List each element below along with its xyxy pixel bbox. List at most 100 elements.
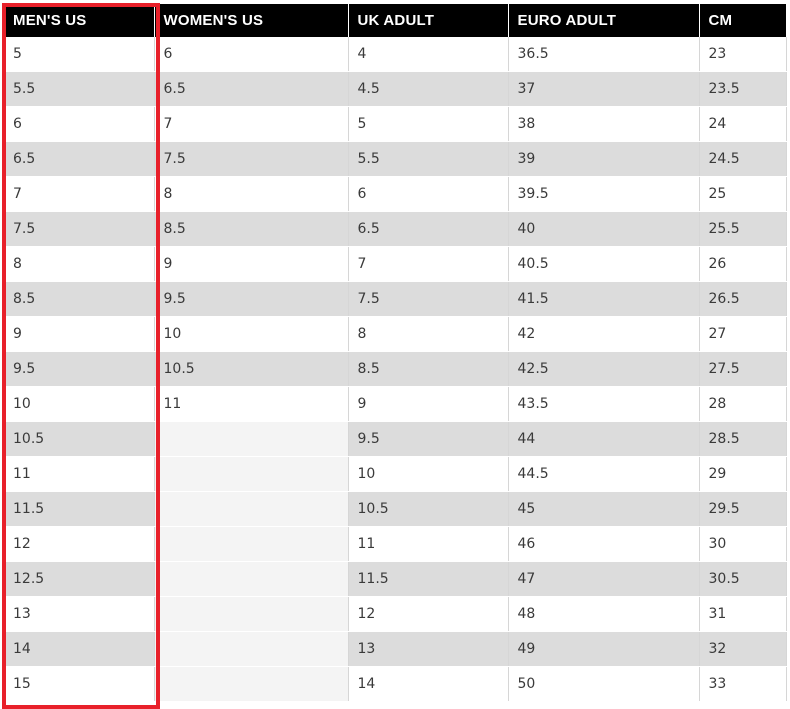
cell-euro-adult: 40 [508,211,700,247]
cell-womens-us: 10.5 [154,351,349,387]
cell-euro-adult: 48 [508,596,700,632]
cell-cm: 28 [699,386,787,422]
cell-mens-us: 5 [4,37,155,72]
table-row: 12 11 46 30 [4,526,787,562]
table-row: 14 13 49 32 [4,631,787,667]
cell-womens-us [154,561,349,597]
table-row: 6 7 5 38 24 [4,106,787,142]
table-row: 11 10 44.5 29 [4,456,787,492]
cell-cm: 26.5 [699,281,787,317]
header-row: MEN'S US WOMEN'S US UK ADULT EURO ADULT … [4,4,786,37]
cell-euro-adult: 39.5 [508,176,700,212]
cell-mens-us: 12.5 [4,561,155,597]
cell-uk-adult: 11.5 [348,561,509,597]
cell-uk-adult: 11 [348,526,509,562]
cell-euro-adult: 43.5 [508,386,700,422]
cell-cm: 32 [699,631,787,667]
cell-uk-adult: 14 [348,666,509,702]
cell-euro-adult: 46 [508,526,700,562]
cell-uk-adult: 5.5 [348,141,509,177]
size-chart-header: MEN'S US WOMEN'S US UK ADULT EURO ADULT … [4,4,786,37]
cell-uk-adult: 8.5 [348,351,509,387]
cell-cm: 30 [699,526,787,562]
cell-mens-us: 8 [4,246,155,282]
cell-cm: 25.5 [699,211,787,247]
cell-euro-adult: 40.5 [508,246,700,282]
cell-cm: 23 [699,37,787,72]
header-cm: CM [699,4,786,37]
cell-uk-adult: 5 [348,106,509,142]
cell-euro-adult: 44.5 [508,456,700,492]
table-row: 11.5 10.5 45 29.5 [4,491,787,527]
cell-euro-adult: 37 [508,71,700,107]
cell-womens-us: 10 [154,316,349,352]
cell-uk-adult: 4.5 [348,71,509,107]
cell-cm: 26 [699,246,787,282]
cell-euro-adult: 42 [508,316,700,352]
cell-uk-adult: 7 [348,246,509,282]
cell-mens-us: 6 [4,106,155,142]
table-row: 7 8 6 39.5 25 [4,176,787,212]
cell-uk-adult: 10.5 [348,491,509,527]
cell-euro-adult: 41.5 [508,281,700,317]
cell-womens-us: 6 [154,37,349,72]
cell-womens-us [154,491,349,527]
table-row: 8.5 9.5 7.5 41.5 26.5 [4,281,787,317]
cell-cm: 23.5 [699,71,787,107]
table-row: 13 12 48 31 [4,596,787,632]
cell-uk-adult: 13 [348,631,509,667]
cell-mens-us: 12 [4,526,155,562]
cell-euro-adult: 47 [508,561,700,597]
cell-womens-us [154,421,349,457]
cell-mens-us: 6.5 [4,141,155,177]
cell-cm: 24 [699,106,787,142]
cell-uk-adult: 8 [348,316,509,352]
cell-uk-adult: 9 [348,386,509,422]
cell-euro-adult: 45 [508,491,700,527]
table-row: 12.5 11.5 47 30.5 [4,561,787,597]
header-mens-us: MEN'S US [4,4,155,37]
table-row: 7.5 8.5 6.5 40 25.5 [4,211,787,247]
cell-mens-us: 7 [4,176,155,212]
cell-cm: 27 [699,316,787,352]
cell-euro-adult: 50 [508,666,700,702]
cell-cm: 33 [699,666,787,702]
cell-cm: 30.5 [699,561,787,597]
size-chart-body: 5 6 4 36.5 23 5.5 6.5 4.5 37 23.5 6 7 5 38 24 6.5 7.5 5.5… [4,37,787,702]
cell-womens-us: 11 [154,386,349,422]
cell-euro-adult: 49 [508,631,700,667]
cell-womens-us: 7 [154,106,349,142]
cell-mens-us: 5.5 [4,71,155,107]
cell-womens-us [154,526,349,562]
cell-mens-us: 11.5 [4,491,155,527]
cell-euro-adult: 36.5 [508,37,700,72]
table-row: 5 6 4 36.5 23 [4,37,787,72]
cell-cm: 29 [699,456,787,492]
table-row: 9 10 8 42 27 [4,316,787,352]
cell-mens-us: 11 [4,456,155,492]
cell-uk-adult: 9.5 [348,421,509,457]
cell-womens-us: 6.5 [154,71,349,107]
size-chart-table: MEN'S US WOMEN'S US UK ADULT EURO ADULT … [4,4,787,702]
cell-mens-us: 13 [4,596,155,632]
cell-womens-us [154,666,349,702]
cell-womens-us: 8.5 [154,211,349,247]
cell-euro-adult: 38 [508,106,700,142]
cell-womens-us [154,631,349,667]
table-row: 10 11 9 43.5 28 [4,386,787,422]
header-uk-adult: UK ADULT [348,4,509,37]
cell-womens-us [154,456,349,492]
cell-cm: 28.5 [699,421,787,457]
cell-mens-us: 9 [4,316,155,352]
header-euro-adult: EURO ADULT [508,4,700,37]
cell-mens-us: 8.5 [4,281,155,317]
cell-euro-adult: 44 [508,421,700,457]
cell-mens-us: 10 [4,386,155,422]
table-row: 5.5 6.5 4.5 37 23.5 [4,71,787,107]
cell-mens-us: 9.5 [4,351,155,387]
cell-euro-adult: 42.5 [508,351,700,387]
cell-mens-us: 7.5 [4,211,155,247]
table-row: 9.5 10.5 8.5 42.5 27.5 [4,351,787,387]
cell-cm: 29.5 [699,491,787,527]
cell-mens-us: 14 [4,631,155,667]
